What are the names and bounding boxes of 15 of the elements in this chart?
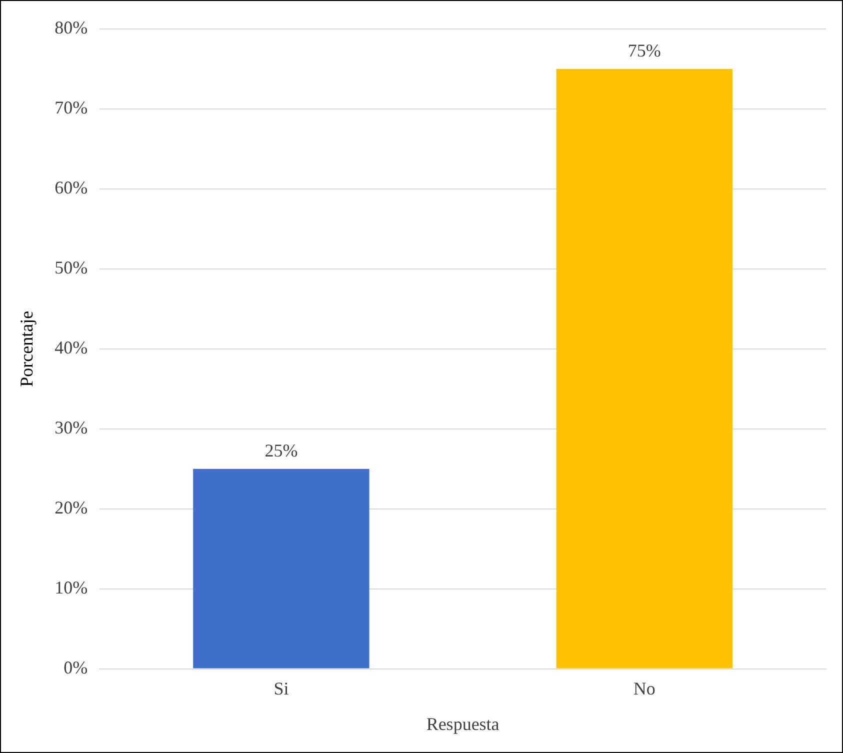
y-tick-label: 10% (54, 578, 88, 598)
y-tick-label: 70% (54, 98, 88, 118)
y-tick-label: 40% (54, 338, 88, 358)
y-tick-label: 20% (54, 498, 88, 518)
y-axis-title: Porcentaje (16, 310, 37, 387)
x-axis-title: Respuesta (426, 714, 500, 734)
y-tick-label: 80% (54, 18, 88, 38)
data-label: 75% (628, 40, 661, 61)
y-tick-label: 30% (54, 418, 88, 438)
x-tick-label: Si (274, 678, 289, 698)
data-label: 25% (264, 440, 298, 461)
y-tick-label: 0% (64, 658, 88, 678)
y-tick-label: 50% (54, 258, 88, 278)
x-tick-label: No (633, 678, 656, 698)
y-tick-label: 60% (54, 178, 88, 198)
